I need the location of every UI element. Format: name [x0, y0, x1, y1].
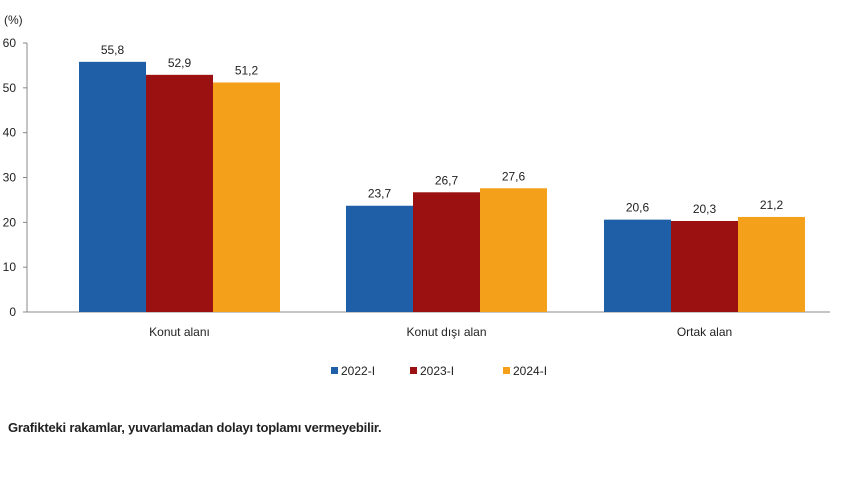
y-tick-label: 20 [3, 215, 17, 229]
category-label: Konut dışı alan [406, 325, 486, 339]
bar-2024-I-1 [480, 188, 547, 312]
bar-2023-I-1 [413, 192, 480, 312]
bar-2022-I-0 [79, 61, 146, 312]
data-label: 20,3 [693, 202, 717, 216]
bar-2024-I-2 [738, 216, 805, 312]
legend-swatch-2024-I [503, 367, 510, 374]
legend-label: 2023-I [420, 364, 454, 378]
bar-2022-I-1 [346, 205, 413, 312]
y-tick-label: 40 [3, 126, 17, 140]
y-tick-label: 30 [3, 171, 17, 185]
bar-chart: (%) 0 10 20 30 40 50 60 55,8 52,9 51,2 Konut alanı 2… [3, 13, 830, 378]
data-label: 27,6 [502, 169, 526, 183]
data-label: 26,7 [435, 173, 459, 187]
y-tick-label: 50 [3, 81, 17, 95]
bar-2024-I-0 [213, 82, 280, 312]
bar-2023-I-0 [146, 74, 213, 312]
y-tick-label: 10 [3, 260, 17, 274]
footnote: Grafikteki rakamlar, yuvarlamadan dolayı… [8, 420, 382, 435]
legend-swatch-2023-I [410, 367, 417, 374]
data-label: 23,7 [368, 187, 392, 201]
bar-2023-I-2 [671, 220, 738, 312]
y-tick-label: 60 [3, 36, 17, 50]
category-label: Ortak alan [677, 325, 732, 339]
y-axis-label: (%) [4, 13, 23, 27]
legend-label: 2022-I [341, 364, 375, 378]
legend-swatch-2022-I [331, 367, 338, 374]
category-label: Konut alanı [149, 325, 210, 339]
data-label: 55,8 [101, 43, 125, 57]
data-label: 21,2 [760, 198, 784, 212]
y-tick-label: 0 [9, 305, 16, 319]
data-label: 20,6 [626, 201, 650, 215]
bar-2022-I-2 [604, 219, 671, 312]
legend-label: 2024-I [513, 364, 547, 378]
data-label: 51,2 [235, 63, 259, 77]
data-label: 52,9 [168, 56, 192, 70]
